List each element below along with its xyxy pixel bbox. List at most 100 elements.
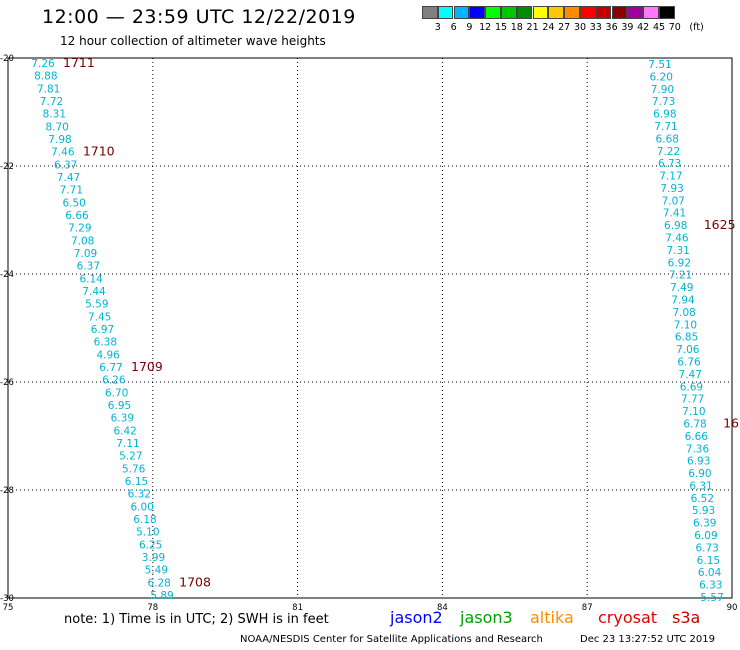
swh-value: 6.98	[664, 220, 687, 232]
swh-value: 6.73	[658, 158, 681, 170]
swh-value: 7.93	[660, 183, 683, 195]
time-label: 162	[723, 415, 740, 430]
swh-value: 7.77	[681, 394, 704, 406]
legend-swatch	[611, 6, 628, 19]
legend-swatch	[659, 6, 675, 19]
swh-value: 6.39	[693, 518, 716, 530]
swh-value: 6.69	[680, 381, 703, 393]
legend-label: 36	[605, 22, 618, 33]
swh-value: 6.70	[105, 387, 128, 399]
satellite-label: altika	[530, 608, 574, 627]
swh-value: 7.90	[651, 84, 674, 96]
legend-label: 9	[466, 22, 473, 33]
swh-value: 6.52	[691, 493, 714, 505]
swh-value: 7.10	[682, 406, 705, 418]
time-label: 1625	[704, 217, 736, 232]
legend-label: 3	[434, 22, 441, 33]
legend-swatch	[453, 6, 470, 19]
legend-swatch	[485, 6, 501, 19]
swh-value: 7.46	[51, 147, 75, 159]
legend-swatch	[564, 6, 580, 19]
lat-tick-label: -26	[0, 378, 14, 388]
swh-value: 7.29	[68, 223, 91, 235]
swh-value: 6.20	[650, 71, 673, 83]
page-title: 12:00 — 23:59 UTC 12/22/2019	[42, 6, 356, 28]
swh-value: 4.96	[96, 349, 120, 361]
swh-value: 6.90	[688, 468, 711, 480]
timestamp: Dec 23 13:27:52 UTC 2019	[580, 634, 715, 645]
swh-value: 6.66	[65, 210, 89, 222]
swh-value: 7.73	[652, 96, 675, 108]
swh-value: 6.15	[125, 476, 148, 488]
swh-value: 6.78	[683, 418, 706, 430]
legend-label: 27	[558, 22, 571, 33]
swh-value: 7.71	[654, 121, 677, 133]
legend-label: 12	[479, 22, 492, 33]
time-label: 1710	[83, 144, 115, 159]
swh-value: 6.39	[111, 413, 134, 425]
time-label: 1711	[63, 55, 95, 70]
swh-value: 6.00	[130, 501, 153, 513]
legend-swatch	[516, 6, 533, 19]
swh-value: 7.41	[663, 208, 686, 220]
swh-value: 7.49	[670, 282, 693, 294]
swh-value: 7.51	[648, 59, 671, 71]
legend-label: 18	[510, 22, 523, 33]
swh-value: 5.10	[136, 527, 159, 539]
footer-credit: NOAA/NESDIS Center for Satellite Applica…	[240, 634, 543, 645]
legend-swatch	[469, 6, 486, 19]
swh-value: 7.45	[88, 311, 111, 323]
swh-value: 7.07	[662, 195, 685, 207]
swh-value: 6.73	[695, 542, 718, 554]
legend-label: 30	[573, 22, 587, 33]
swh-value: 6.15	[697, 555, 720, 567]
swh-value: 6.37	[77, 261, 100, 273]
swh-value: 5.57	[700, 592, 723, 604]
swh-value: 6.26	[102, 375, 126, 387]
swh-value: 7.06	[676, 344, 700, 356]
swh-value: 7.44	[82, 286, 106, 298]
legend-label: 6	[450, 22, 457, 33]
swh-value: 6.38	[94, 337, 117, 349]
satellite-label: jason2	[390, 608, 443, 627]
swh-value: 6.97	[91, 324, 114, 336]
legend-label: 33	[589, 22, 602, 33]
legend-label: 15	[494, 22, 508, 33]
swh-value: 5.27	[119, 451, 142, 463]
swh-value: 7.10	[674, 319, 697, 331]
time-label: 1709	[131, 359, 163, 374]
swh-value: 7.22	[657, 146, 680, 158]
swh-value: 7.81	[37, 83, 60, 95]
lon-tick-label: 84	[437, 603, 448, 613]
swh-value: 6.25	[139, 539, 162, 551]
legend-swatch	[532, 6, 549, 19]
swh-value: 6.95	[108, 400, 131, 412]
swh-value: 6.31	[689, 480, 712, 492]
legend-swatch	[501, 6, 517, 19]
swh-value: 7.46	[665, 233, 689, 245]
swh-value: 6.85	[675, 332, 698, 344]
lat-tick-label: -24	[0, 270, 14, 280]
swh-value: 6.32	[128, 489, 151, 501]
swh-value: 7.11	[116, 438, 139, 450]
swh-value: 7.47	[57, 172, 80, 184]
legend-swatch	[548, 6, 565, 19]
lat-tick-label: -30	[0, 594, 14, 604]
swh-value: 5.93	[692, 505, 715, 517]
swh-value: 6.09	[694, 530, 717, 542]
legend-label: 45	[652, 22, 666, 33]
swh-value: 6.37	[54, 159, 77, 171]
swh-value: 5.49	[145, 565, 168, 577]
satellite-label: jason3	[460, 608, 513, 627]
satellite-label: cryosat	[598, 608, 658, 627]
swh-value: 6.66	[685, 431, 709, 443]
swh-value: 7.71	[60, 185, 83, 197]
swh-value: 5.59	[85, 299, 108, 311]
lon-tick-label: 87	[582, 603, 593, 613]
swh-value: 7.08	[71, 235, 94, 247]
legend-label: 39	[621, 22, 634, 33]
legend-label: 70	[668, 22, 681, 33]
swh-value: 6.14	[79, 273, 103, 285]
lon-tick-label: 78	[147, 603, 158, 613]
time-label: 1708	[179, 574, 211, 589]
